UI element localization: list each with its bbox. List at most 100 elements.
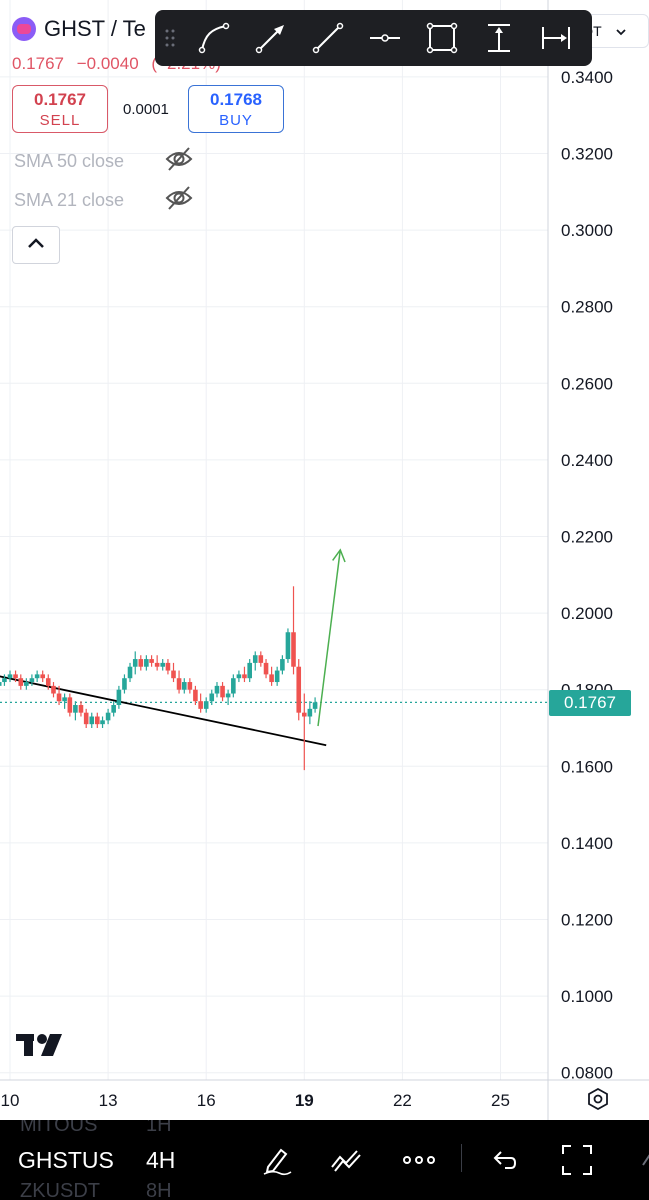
- more-options-icon[interactable]: [397, 1140, 441, 1180]
- candle-body: [302, 712, 307, 717]
- eye-off-icon[interactable]: [164, 145, 194, 178]
- chart-settings-icon[interactable]: [584, 1085, 612, 1113]
- time-axis-label: 22: [393, 1091, 412, 1110]
- candle-body: [116, 689, 122, 706]
- path-tool-icon[interactable]: [185, 10, 242, 66]
- candle-body: [247, 662, 252, 679]
- candle-body: [203, 701, 209, 709]
- candle-body: [95, 716, 100, 725]
- candle-body: [149, 659, 154, 663]
- timeframe-picker[interactable]: 4H: [146, 1147, 176, 1173]
- price-axis-label: 0.2200: [561, 528, 613, 547]
- candle-body: [67, 697, 73, 713]
- price-axis-label: 0.2800: [561, 298, 613, 317]
- sell-button[interactable]: 0.1767 SELL: [12, 85, 108, 133]
- candle-body: [122, 678, 127, 690]
- indicator-label: SMA 50 close: [14, 151, 125, 171]
- candle-body: [198, 701, 203, 709]
- price-axis-label: 0.2600: [561, 374, 613, 393]
- candle-body: [187, 682, 193, 690]
- price-chart[interactable]: 0.3400 0.3200 0.3000 0.2800 0.2600 0.2400 0.22…: [0, 0, 649, 1120]
- indicator-sma21[interactable]: SMA 21 close: [14, 186, 193, 211]
- annotation-arrow-head: [332, 548, 346, 563]
- date-range-icon[interactable]: [527, 10, 584, 66]
- candle-body: [13, 674, 18, 679]
- candle-body: [193, 689, 198, 702]
- time-axis-label: 10: [1, 1091, 20, 1110]
- horizontal-ray-icon[interactable]: [356, 10, 413, 66]
- candle-body: [258, 655, 264, 663]
- candle-body: [160, 662, 166, 667]
- drawing-pen-icon[interactable]: [255, 1140, 299, 1180]
- chevron-up-icon: [27, 236, 45, 254]
- candle-body: [285, 632, 291, 660]
- candle-body: [56, 693, 62, 702]
- candle-body: [296, 666, 302, 713]
- token-logo: [12, 17, 36, 41]
- time-axis-label: 25: [491, 1091, 510, 1110]
- toolbar-divider: [461, 1144, 462, 1172]
- undo-icon[interactable]: [482, 1140, 526, 1180]
- candle-body: [171, 670, 176, 679]
- price-axis-label: 0.0800: [561, 1064, 613, 1083]
- time-axis-label: 16: [197, 1091, 216, 1110]
- sell-price: 0.1767: [34, 89, 86, 109]
- candle-body: [0, 682, 2, 686]
- arrow-tool-icon[interactable]: [242, 10, 299, 66]
- candle-body: [242, 674, 247, 679]
- buy-button[interactable]: 0.1768 BUY: [188, 85, 284, 133]
- edge-handle-icon: [625, 1140, 649, 1180]
- candle-body: [78, 705, 84, 713]
- candle-body: [312, 702, 318, 709]
- eye-off-icon[interactable]: [164, 184, 194, 217]
- price-range-icon[interactable]: [470, 10, 527, 66]
- trend-line-icon[interactable]: [299, 10, 356, 66]
- ghost-symbol-above: MITOUS: [20, 1120, 98, 1136]
- candle-body: [225, 693, 231, 698]
- last-price: 0.1767: [12, 54, 64, 73]
- collapse-legend-button[interactable]: [12, 226, 60, 264]
- candle-body: [291, 632, 296, 667]
- tradingview-logo-icon[interactable]: [16, 1030, 66, 1063]
- candle-body: [18, 678, 24, 686]
- fullscreen-icon[interactable]: [555, 1140, 599, 1180]
- ghost-timeframe-below: 8H: [146, 1180, 172, 1200]
- candle-body: [62, 697, 67, 702]
- buy-price: 0.1768: [210, 89, 262, 109]
- candle-body: [138, 659, 144, 667]
- current-price-label: 0.1767: [549, 690, 631, 716]
- price-axis-label: 0.3200: [561, 145, 613, 164]
- candle-body: [269, 674, 274, 683]
- candle-body: [83, 712, 89, 725]
- chart-area[interactable]: 0.3400 0.3200 0.3000 0.2800 0.2600 0.2400 0.22…: [0, 0, 649, 1120]
- candle-body: [73, 705, 78, 713]
- spread-value: 0.0001: [123, 101, 169, 118]
- candle-body: [165, 662, 171, 671]
- candle-body: [127, 666, 133, 679]
- candle-body: [2, 678, 7, 683]
- symbol-picker[interactable]: GHSTUS: [18, 1147, 114, 1173]
- ghost-timeframe-above: 1H: [146, 1120, 172, 1136]
- price-axis-label: 0.1000: [561, 987, 613, 1006]
- time-axis-label: 19: [295, 1091, 314, 1110]
- rectangle-tool-icon[interactable]: [413, 10, 470, 66]
- candle-body: [263, 662, 269, 675]
- drag-handle-icon[interactable]: [155, 28, 185, 48]
- drawing-toolbar[interactable]: [155, 10, 592, 66]
- indicators-icon[interactable]: [324, 1140, 368, 1180]
- symbol-header[interactable]: GHST / Te: [12, 16, 146, 42]
- candle-body: [29, 678, 35, 683]
- indicator-sma50[interactable]: SMA 50 close: [14, 147, 193, 172]
- candle-body: [34, 674, 40, 679]
- candle-body: [105, 712, 111, 721]
- candle-body: [280, 659, 285, 671]
- candle-body: [51, 685, 56, 694]
- candle-body: [252, 655, 258, 663]
- candle-body: [132, 659, 138, 667]
- candle-body: [24, 682, 29, 686]
- candle-body: [181, 682, 187, 690]
- candle-body: [45, 678, 51, 686]
- buy-label: BUY: [219, 111, 253, 129]
- candle-body: [236, 674, 242, 679]
- candle-body: [307, 708, 313, 717]
